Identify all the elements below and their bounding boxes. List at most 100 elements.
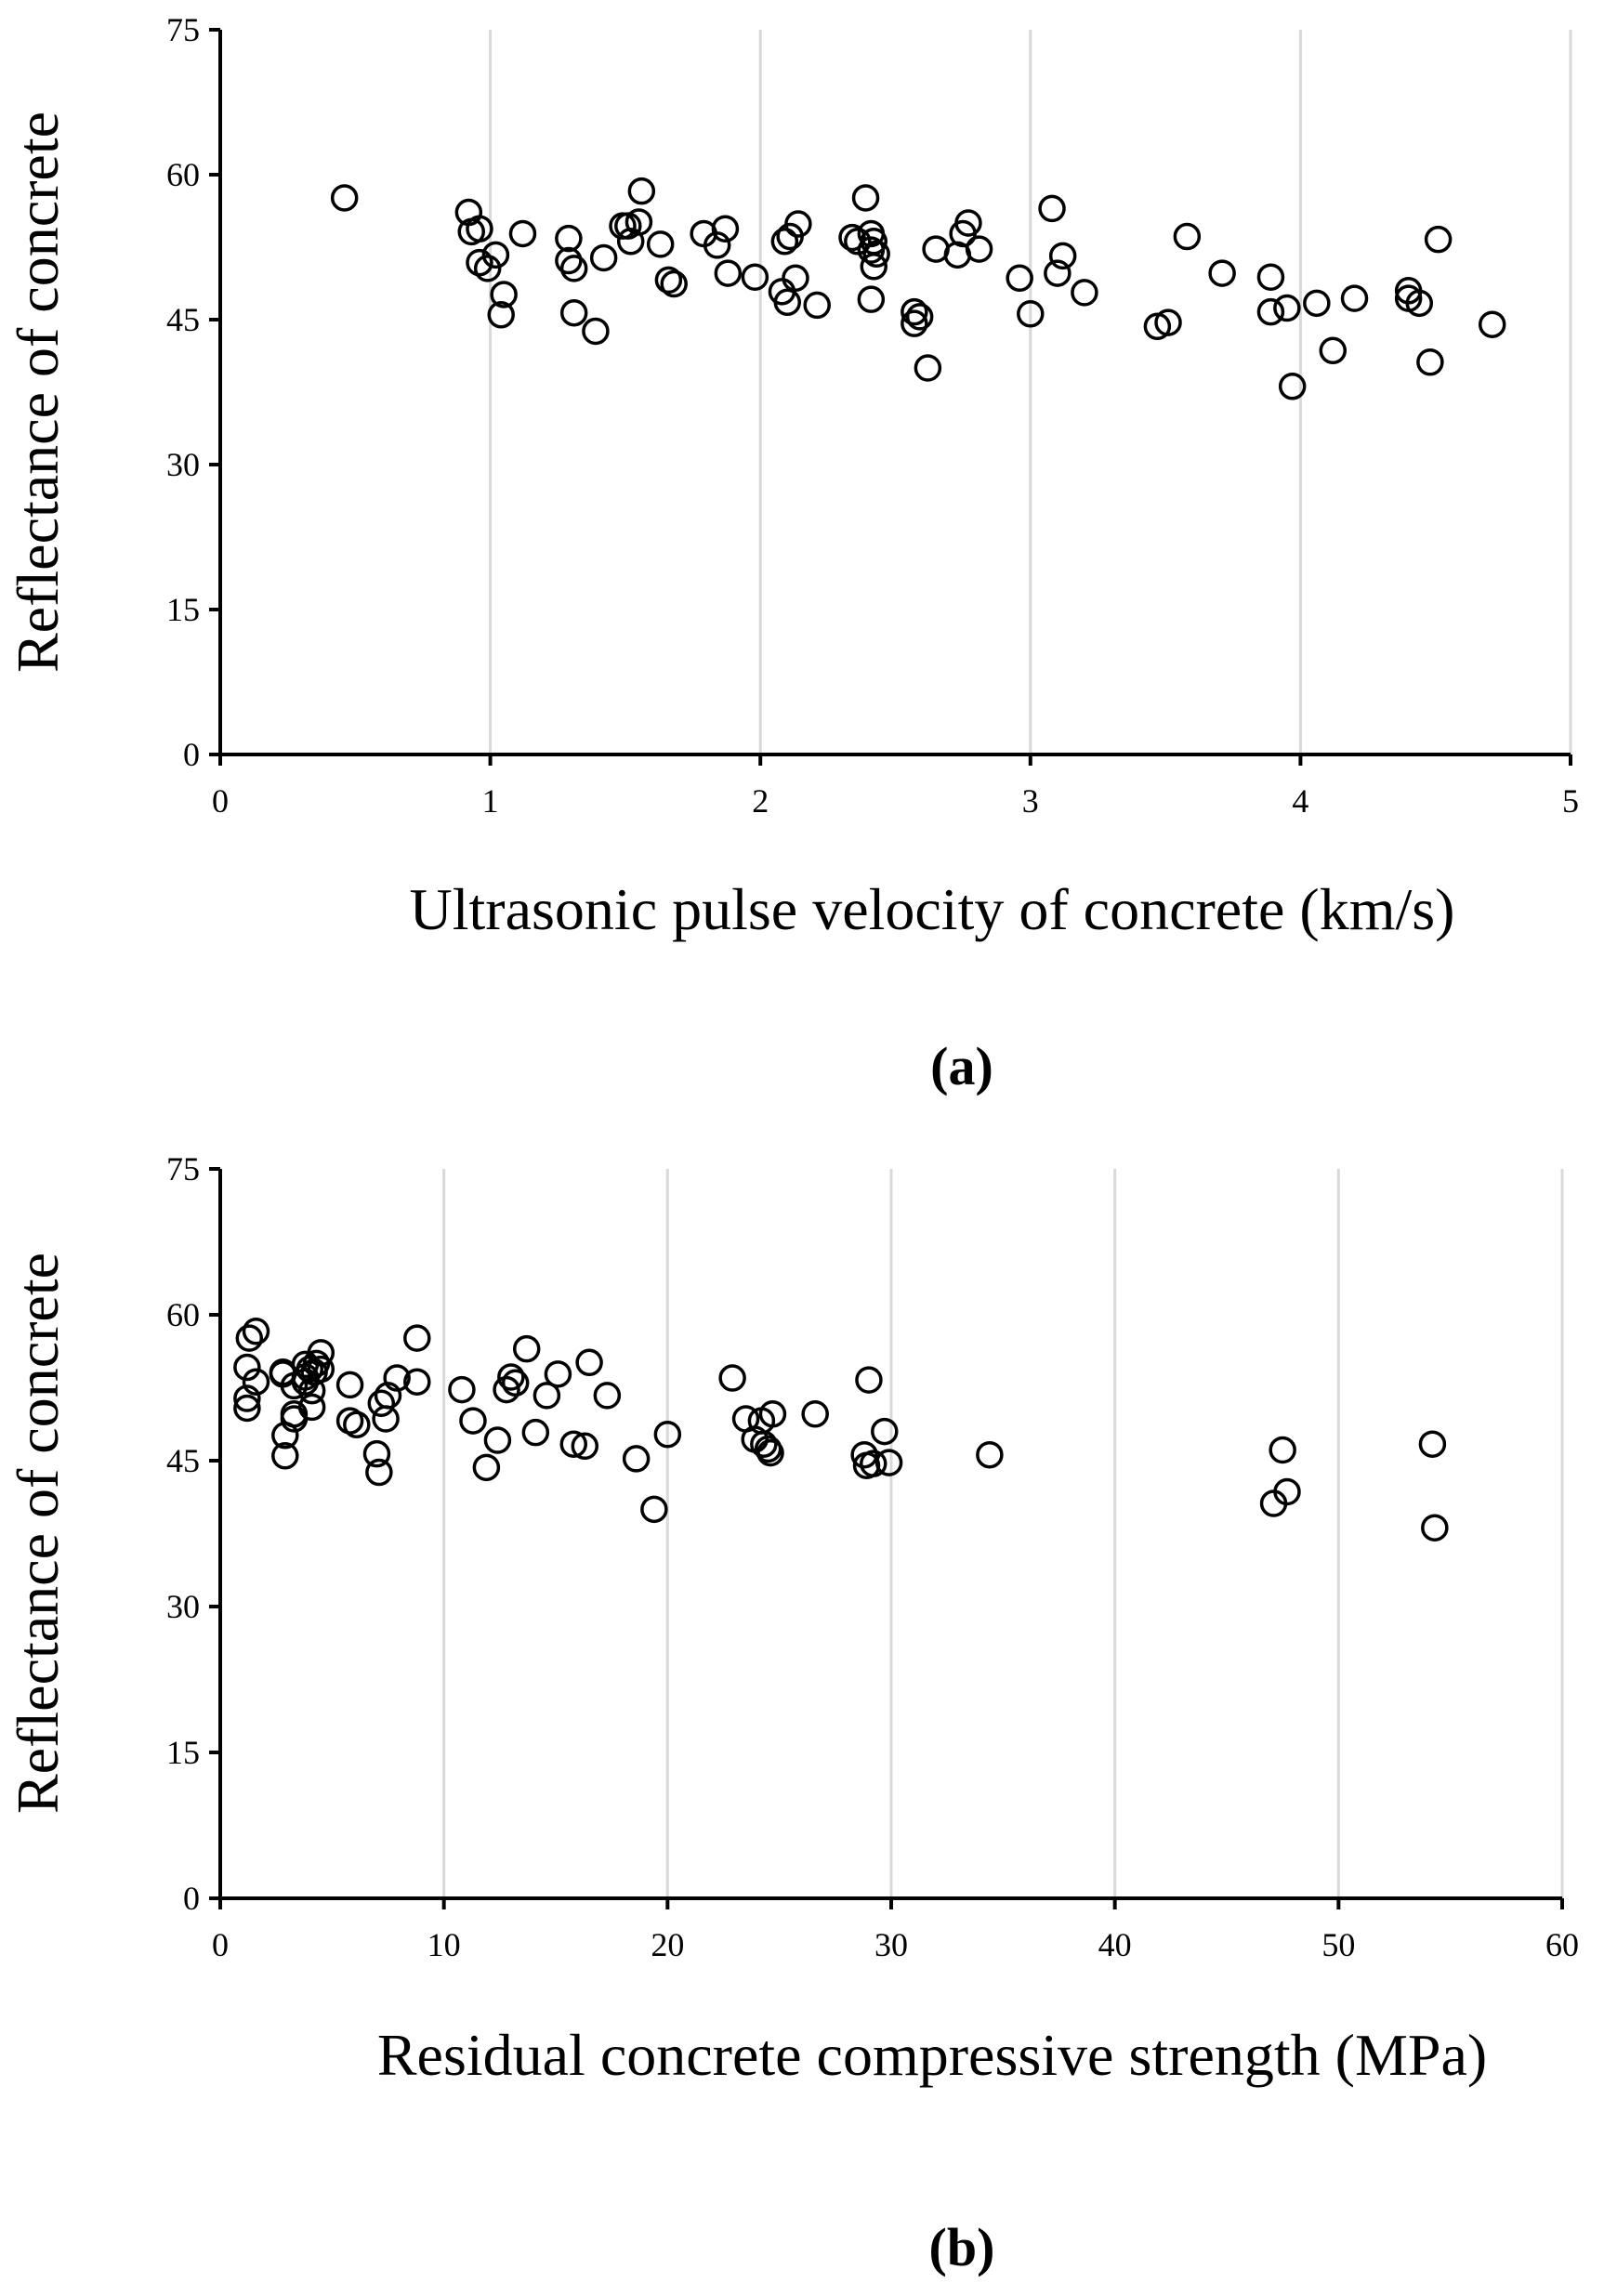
chart-b-point-72 bbox=[1421, 1514, 1449, 1542]
chart-a-point-37 bbox=[844, 228, 872, 256]
chart-b-y-tick-label-0: 0 bbox=[183, 1880, 200, 1917]
chart-a-y-tick-label-60: 60 bbox=[166, 156, 200, 193]
chart-a-x-axis-title: Ultrasonic pulse velocity of concrete (k… bbox=[410, 876, 1455, 942]
chart-a-point-36 bbox=[838, 223, 866, 252]
chart-b-point-9 bbox=[271, 1442, 299, 1470]
chart-a-point-21 bbox=[646, 230, 675, 258]
chart-b-point-60 bbox=[801, 1400, 829, 1428]
chart-b-y-tick-label-45: 45 bbox=[166, 1442, 200, 1479]
chart-a-point-11 bbox=[555, 246, 583, 275]
chart-b-point-2 bbox=[233, 1394, 261, 1423]
chart-b-axes bbox=[209, 1167, 1564, 1909]
chart-a-point-4 bbox=[466, 248, 493, 277]
chart-b-point-63 bbox=[855, 1366, 883, 1394]
chart-b-point-45 bbox=[559, 1430, 588, 1458]
chart-b-point-67 bbox=[976, 1440, 1004, 1469]
chart-a-point-73 bbox=[1405, 289, 1434, 318]
chart-b-y-tick-label-30: 30 bbox=[166, 1588, 200, 1625]
chart-b-point-25 bbox=[343, 1410, 371, 1439]
chart-b-point-56 bbox=[750, 1430, 778, 1458]
chart-b-point-41 bbox=[512, 1334, 541, 1363]
chart-b-point-27 bbox=[365, 1458, 393, 1487]
chart-a-point-27 bbox=[714, 259, 743, 287]
chart-a-point-70 bbox=[1340, 284, 1369, 312]
chart-b-x-tick-label-0: 0 bbox=[212, 1926, 229, 1963]
chart-a-point-5 bbox=[473, 255, 502, 282]
chart-b-x-axis-title: Residual concrete compressive strength (… bbox=[377, 2022, 1487, 2088]
chart-b-panel-label: (b) bbox=[929, 2217, 995, 2277]
chart-b-point-61 bbox=[850, 1440, 878, 1469]
chart-b-x-tick-label-30: 30 bbox=[874, 1926, 908, 1963]
chart-a-point-13 bbox=[559, 298, 588, 327]
chart-a-y-tick-label-45: 45 bbox=[166, 301, 200, 338]
chart-a-point-35 bbox=[803, 291, 831, 320]
chart-a-point-43 bbox=[860, 253, 888, 281]
chart-a-point-22 bbox=[654, 266, 683, 295]
chart-b-y-tick-label-15: 15 bbox=[166, 1734, 200, 1771]
chart-a-point-54 bbox=[1006, 264, 1033, 293]
chart-a-y-axis-title: Reflectance of concrete bbox=[5, 112, 71, 673]
chart-b-point-3 bbox=[235, 1324, 264, 1352]
chart-a-point-9 bbox=[508, 219, 537, 248]
chart-a-x-tick-label-0: 0 bbox=[212, 782, 229, 820]
chart-b-point-47 bbox=[575, 1348, 603, 1377]
chart-a-point-62 bbox=[1173, 222, 1202, 251]
chart-a-point-46 bbox=[901, 309, 928, 337]
chart-b-point-21 bbox=[307, 1339, 335, 1367]
chart-a-point-57 bbox=[1044, 259, 1072, 287]
chart-b-point-4 bbox=[242, 1318, 270, 1345]
chart-b-gridlines bbox=[442, 1169, 1564, 1898]
chart-a-point-44 bbox=[862, 240, 890, 269]
chart-b-point-33 bbox=[403, 1368, 431, 1396]
chart-a-point-6 bbox=[481, 241, 510, 269]
chart-a-point-64 bbox=[1256, 263, 1285, 291]
chart-b-point-52 bbox=[718, 1364, 746, 1392]
chart-b-x-tick-label-40: 40 bbox=[1098, 1926, 1132, 1963]
chart-b-point-43 bbox=[532, 1382, 561, 1410]
chart-b-point-71 bbox=[1418, 1430, 1447, 1458]
chart-b-point-48 bbox=[593, 1382, 622, 1410]
chart-a-point-26 bbox=[711, 215, 740, 243]
chart-a-point-14 bbox=[582, 317, 610, 346]
chart-a-point-28 bbox=[741, 263, 769, 291]
chart-a-point-52 bbox=[954, 209, 982, 237]
chart-a-point-12 bbox=[559, 255, 588, 282]
chart-a-point-19 bbox=[625, 208, 653, 236]
chart-b-point-40 bbox=[501, 1369, 530, 1397]
chart-b-point-38 bbox=[493, 1375, 520, 1404]
chart-a-point-76 bbox=[1478, 310, 1506, 338]
chart-b-point-29 bbox=[372, 1405, 400, 1433]
chart-b-point-5 bbox=[242, 1368, 270, 1396]
chart-b-point-35 bbox=[459, 1407, 487, 1435]
chart-b-point-59 bbox=[758, 1400, 787, 1428]
chart-a-axes bbox=[209, 28, 1572, 766]
chart-a-panel-label: (a) bbox=[930, 1036, 993, 1096]
chart-a-point-48 bbox=[914, 354, 942, 382]
chart-a-gridlines bbox=[489, 30, 1572, 754]
chart-b-x-tick-label-50: 50 bbox=[1321, 1926, 1355, 1963]
chart-b-points bbox=[233, 1318, 1449, 1542]
chart-b-point-44 bbox=[544, 1360, 572, 1388]
chart-b-point-24 bbox=[335, 1371, 364, 1399]
chart-a-point-25 bbox=[703, 231, 731, 259]
chart-b-x-tick-label-60: 60 bbox=[1545, 1926, 1579, 1963]
chart-b-point-32 bbox=[403, 1324, 431, 1352]
chart-a-x-tick-label-2: 2 bbox=[752, 782, 769, 820]
chart-a-point-3 bbox=[466, 215, 493, 243]
chart-b-point-31 bbox=[383, 1364, 411, 1392]
chart-b-point-51 bbox=[653, 1420, 682, 1449]
chart-b-point-34 bbox=[448, 1375, 476, 1404]
chart-a-point-55 bbox=[1017, 300, 1045, 328]
chart-b-point-36 bbox=[472, 1453, 501, 1482]
chart-a-point-10 bbox=[555, 224, 583, 253]
chart-a-point-74 bbox=[1416, 348, 1444, 376]
chart-a-point-66 bbox=[1273, 294, 1301, 322]
chart-b-point-65 bbox=[871, 1417, 899, 1446]
chart-a-point-63 bbox=[1208, 259, 1236, 287]
chart-b-point-37 bbox=[483, 1426, 512, 1454]
chart-b-point-0 bbox=[233, 1353, 261, 1382]
chart-b-point-26 bbox=[362, 1439, 391, 1468]
chart-b-point-49 bbox=[622, 1445, 651, 1473]
chart-b-point-39 bbox=[497, 1363, 525, 1391]
chart-b-x-tick-label-20: 20 bbox=[651, 1926, 684, 1963]
